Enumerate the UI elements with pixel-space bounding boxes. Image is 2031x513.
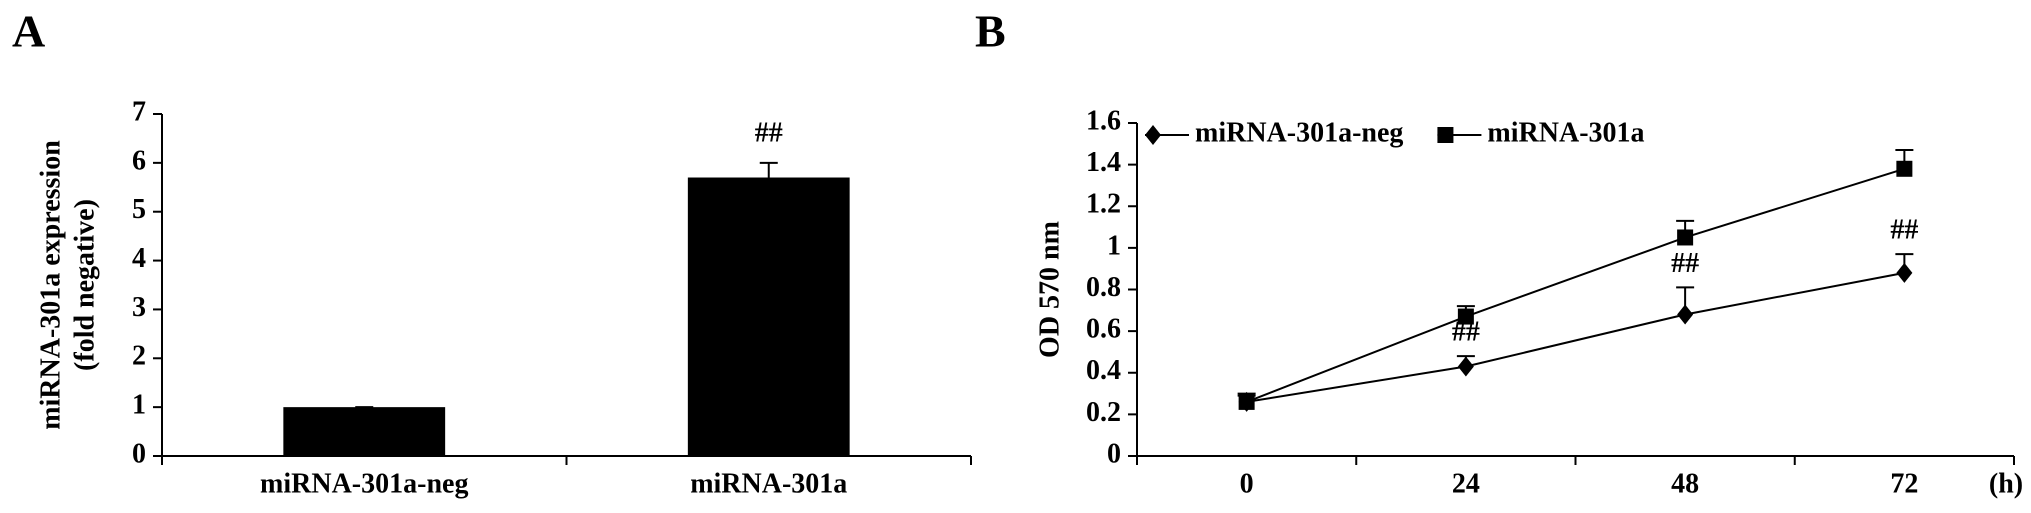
series-marker — [1457, 308, 1474, 325]
series-marker — [1896, 262, 1913, 283]
bar — [687, 177, 850, 456]
significance-label: ## — [755, 117, 783, 148]
legend-label: miRNA-301a-neg — [1195, 117, 1403, 148]
x-tick-label: miRNA-301a-neg — [260, 468, 468, 499]
y-tick-label: 3 — [132, 292, 146, 323]
x-tick-label: 48 — [1671, 468, 1699, 499]
series-line — [1246, 271, 1905, 403]
legend-marker — [1145, 125, 1161, 145]
y-tick-label: 1.2 — [1086, 189, 1121, 220]
significance-label: ## — [1890, 215, 1918, 246]
x-tick-label: miRNA-301a — [690, 468, 847, 499]
bar — [283, 407, 446, 456]
significance-label: ## — [1671, 248, 1699, 279]
x-tick-label: 24 — [1452, 468, 1480, 499]
y-tick-label: 0 — [132, 438, 146, 469]
y-tick-label: 0.8 — [1086, 272, 1121, 303]
series-marker — [1677, 229, 1694, 246]
y-tick-label: 0.2 — [1086, 397, 1121, 428]
y-tick-label: 4 — [132, 243, 146, 274]
x-axis-label: (h) — [1989, 468, 2023, 499]
legend-marker — [1437, 127, 1454, 143]
y-axis-label: OD 570 nm — [1034, 221, 1065, 358]
y-tick-label: 1 — [1107, 230, 1121, 261]
series-marker — [1457, 356, 1474, 377]
panel-label: B — [975, 6, 1006, 57]
y-tick-label: 0.4 — [1086, 355, 1121, 386]
y-tick-label: 6 — [132, 145, 146, 176]
x-tick-label: 72 — [1890, 468, 1918, 499]
legend-label: miRNA-301a — [1487, 117, 1644, 148]
series-line — [1246, 167, 1905, 403]
y-axis-label: (fold negative) — [69, 199, 100, 371]
y-tick-label: 1 — [132, 390, 146, 421]
y-tick-label: 7 — [132, 96, 146, 127]
panel-label: A — [12, 6, 45, 57]
x-tick-label: 0 — [1240, 468, 1254, 499]
y-tick-label: 0 — [1107, 438, 1121, 469]
y-tick-label: 1.6 — [1086, 105, 1121, 136]
y-axis-label: miRNA-301a expression — [35, 140, 66, 430]
y-tick-label: 1.4 — [1086, 147, 1121, 178]
series-marker — [1677, 304, 1694, 325]
y-tick-label: 5 — [132, 194, 146, 225]
series-marker — [1238, 393, 1255, 410]
y-tick-label: 0.6 — [1086, 314, 1121, 345]
series-marker — [1896, 160, 1913, 177]
y-tick-label: 2 — [132, 341, 146, 372]
